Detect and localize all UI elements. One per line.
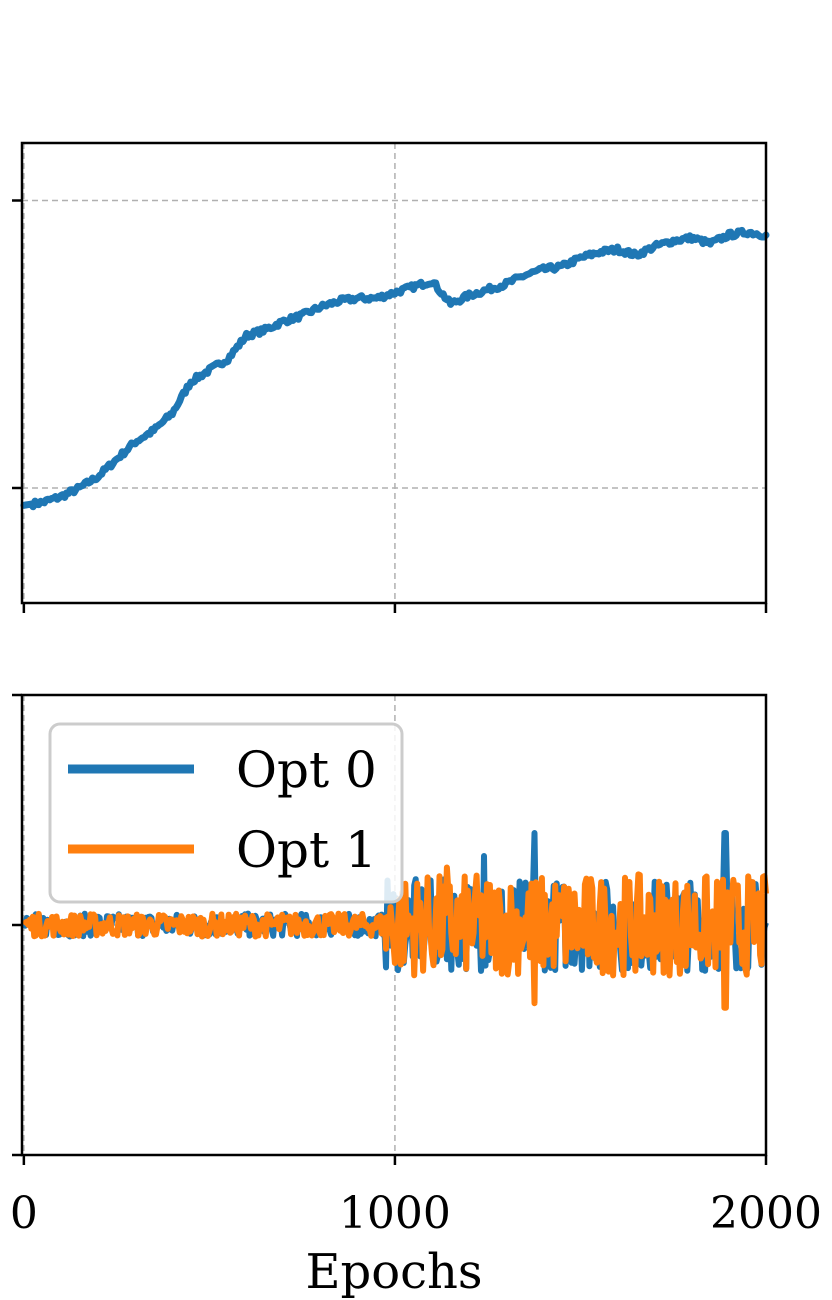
top-gridlines	[22, 143, 767, 603]
bottom-series-lines	[21, 830, 769, 1011]
top-panel	[12, 141, 770, 613]
x-tick-label-1000: 1000	[339, 1188, 451, 1239]
bottom-panel: 0 1000 2000 Epochs Opt 0 Opt 1	[10, 693, 822, 1300]
legend-label-opt-1: Opt 1	[236, 821, 377, 879]
x-tick-label-0: 0	[10, 1188, 38, 1239]
legend: Opt 0 Opt 1	[48, 722, 404, 904]
top-tick-marks	[12, 199, 768, 613]
x-axis-label: Epochs	[305, 1244, 482, 1300]
bottom-series-line-opt-1	[21, 864, 769, 1011]
top-series-line	[20, 226, 770, 511]
legend-label-opt-0: Opt 0	[236, 741, 377, 799]
x-tick-label-2000: 2000	[710, 1188, 822, 1239]
top-axes-frame	[20, 141, 768, 605]
bottom-tick-marks	[12, 693, 768, 1165]
top-series-lines	[20, 226, 770, 511]
